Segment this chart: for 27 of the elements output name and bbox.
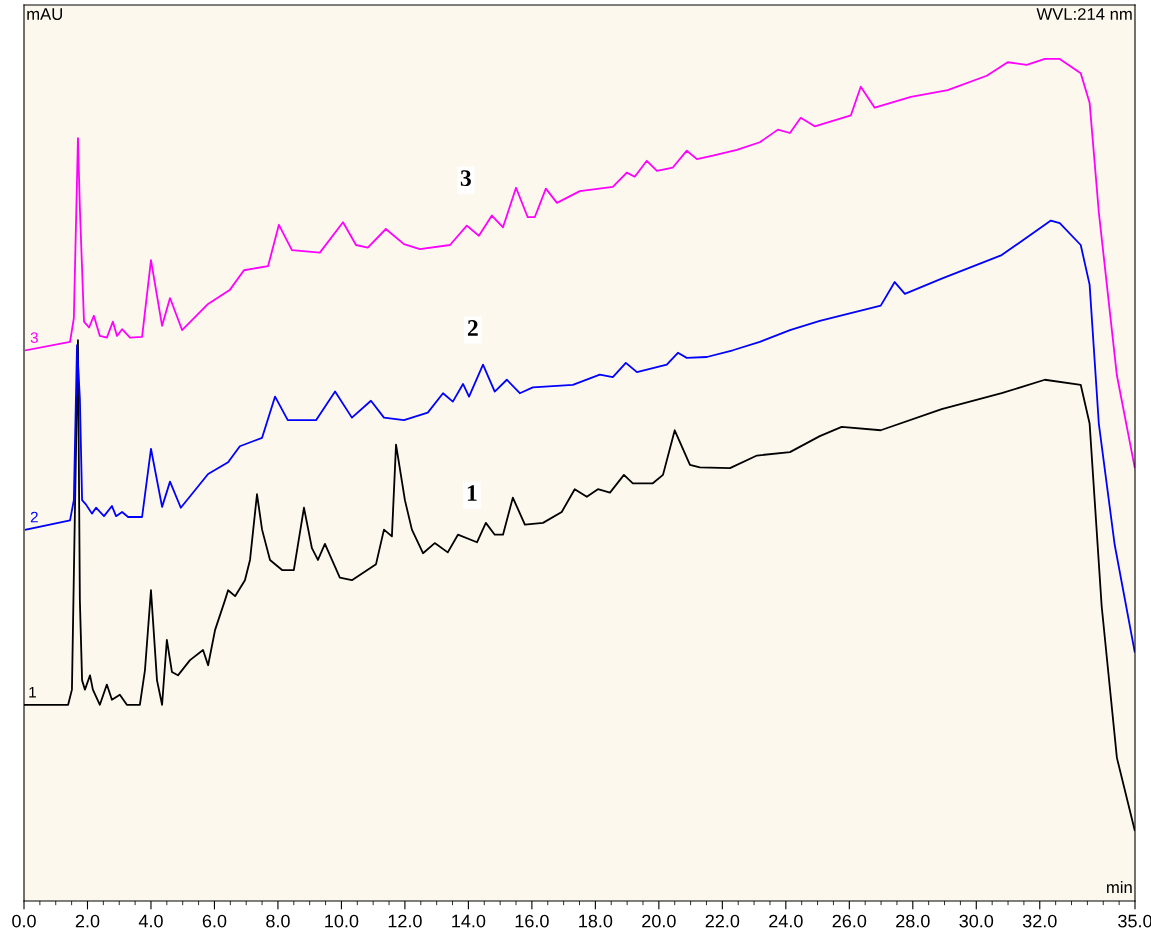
x-tick-label: 6.0 [202,914,227,928]
series-label: 2 [30,511,38,523]
x-axis-title: min [1107,880,1132,894]
x-tick-label: 22.0 [705,914,740,928]
x-tick-label: 32.0 [1022,914,1057,928]
series-label: 1 [29,686,36,698]
annotation: 3 [460,170,471,187]
annotation: 1 [467,485,477,501]
series-label: 3 [30,332,38,344]
x-tick-label: 35.0 [1118,914,1151,928]
x-tick-label: 30.0 [959,914,994,928]
x-tick-label: 18.0 [579,914,613,928]
x-tick-label: 26.0 [832,914,867,928]
annotation: 2 [467,320,478,336]
x-tick-label: 16.0 [515,914,549,928]
x-tick-label: 24.0 [769,914,803,928]
x-tick-label: 10.0 [325,914,359,928]
x-tick-label: 12.0 [388,914,422,928]
text: WVL:214 nm [1036,8,1132,20]
x-tick-label: 4.0 [138,914,163,928]
x-tick-label: 2.0 [75,914,100,928]
x-tick-label: 28.0 [896,914,930,928]
x-tick-label: 8.0 [266,914,290,928]
x-tick-label: 0.0 [12,914,36,928]
x-tick-label: 20.0 [642,914,676,928]
x-tick-label: 14.0 [452,914,486,928]
y-axis-title: mAU [27,8,62,20]
